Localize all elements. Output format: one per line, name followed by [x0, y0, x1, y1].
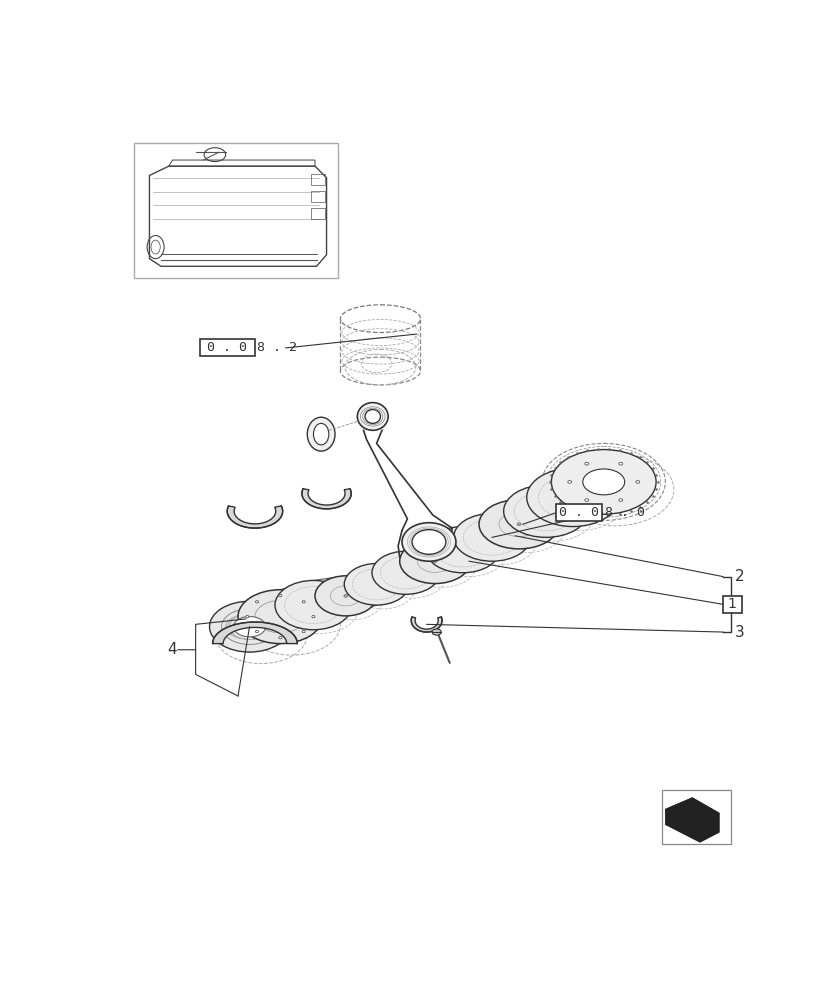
Ellipse shape: [636, 481, 640, 483]
Bar: [311, 191, 325, 202]
Bar: [200, 339, 255, 356]
Ellipse shape: [344, 564, 409, 605]
Ellipse shape: [619, 462, 622, 465]
Bar: [134, 143, 339, 278]
Ellipse shape: [432, 629, 441, 635]
Polygon shape: [302, 489, 351, 509]
Ellipse shape: [357, 403, 388, 430]
Polygon shape: [412, 617, 442, 632]
Ellipse shape: [454, 513, 531, 561]
Ellipse shape: [365, 410, 381, 423]
Polygon shape: [213, 622, 297, 644]
Ellipse shape: [307, 417, 335, 451]
Ellipse shape: [279, 637, 282, 639]
Ellipse shape: [246, 615, 249, 618]
Ellipse shape: [302, 630, 305, 633]
Ellipse shape: [209, 601, 290, 652]
Polygon shape: [665, 798, 719, 842]
Text: 0 . 0: 0 . 0: [559, 506, 599, 519]
Bar: [662, 790, 731, 844]
Text: 4: 4: [167, 642, 176, 657]
Ellipse shape: [426, 527, 500, 573]
Ellipse shape: [433, 560, 437, 563]
Ellipse shape: [234, 616, 265, 637]
Bar: [311, 174, 325, 185]
Polygon shape: [228, 506, 282, 528]
Ellipse shape: [255, 601, 259, 603]
Bar: [723, 596, 742, 613]
Ellipse shape: [412, 530, 446, 554]
Ellipse shape: [619, 499, 622, 501]
Ellipse shape: [238, 590, 323, 644]
Ellipse shape: [279, 594, 282, 597]
Ellipse shape: [315, 576, 376, 616]
Ellipse shape: [312, 615, 315, 618]
Ellipse shape: [372, 551, 440, 594]
Ellipse shape: [504, 485, 588, 537]
Bar: [556, 504, 602, 521]
Text: 2: 2: [735, 569, 744, 584]
Ellipse shape: [517, 523, 521, 526]
Text: 8 . 2: 8 . 2: [257, 341, 297, 354]
Ellipse shape: [402, 523, 456, 561]
Text: 8 . 0: 8 . 0: [605, 506, 644, 519]
Ellipse shape: [527, 468, 619, 527]
Ellipse shape: [583, 469, 625, 495]
Ellipse shape: [479, 500, 559, 549]
Ellipse shape: [344, 595, 348, 597]
Ellipse shape: [302, 601, 305, 603]
Ellipse shape: [585, 499, 589, 501]
Text: 3: 3: [735, 625, 744, 640]
Bar: [311, 208, 325, 219]
Text: 1: 1: [728, 597, 737, 611]
Ellipse shape: [585, 462, 589, 465]
Text: 0 . 0: 0 . 0: [207, 341, 247, 354]
Ellipse shape: [313, 423, 329, 445]
Ellipse shape: [568, 481, 572, 483]
Ellipse shape: [551, 450, 656, 514]
Ellipse shape: [255, 630, 259, 633]
Ellipse shape: [400, 539, 470, 584]
Ellipse shape: [275, 580, 352, 630]
